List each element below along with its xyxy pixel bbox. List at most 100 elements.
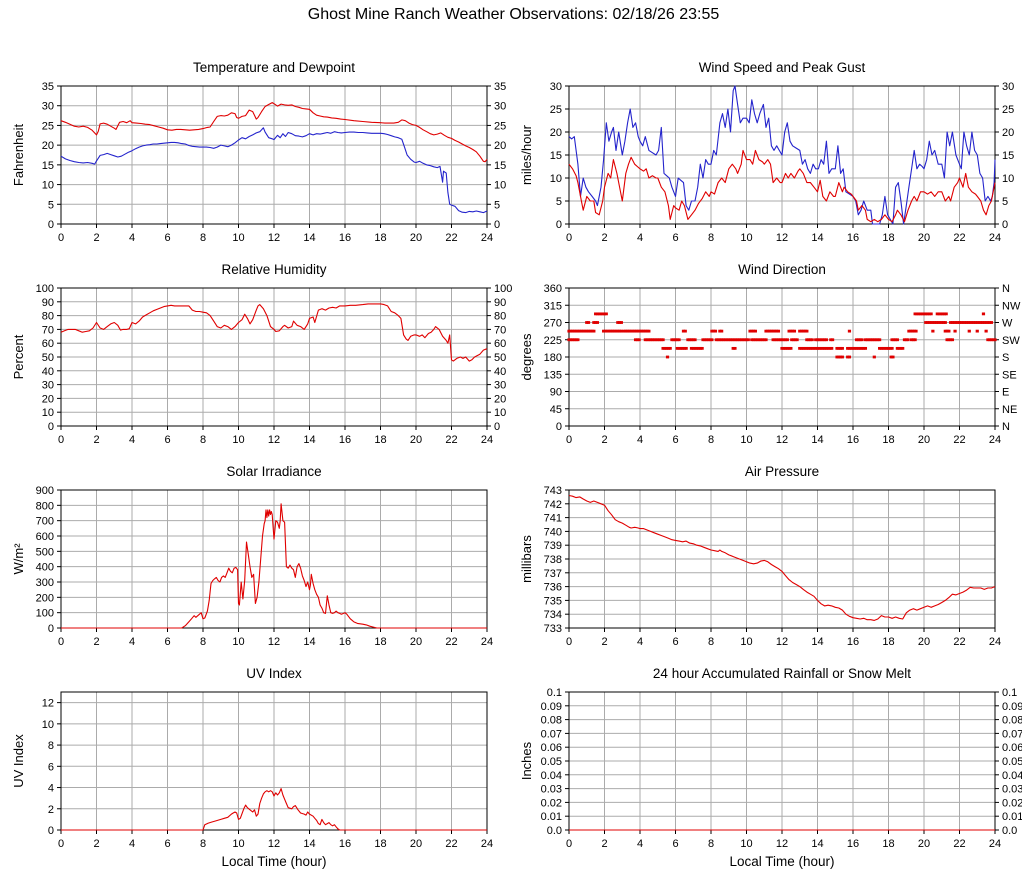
- svg-text:0.04: 0.04: [541, 770, 562, 782]
- svg-text:0.07: 0.07: [541, 728, 562, 740]
- svg-text:2: 2: [601, 434, 607, 446]
- svg-text:734: 734: [544, 609, 562, 621]
- svg-text:0: 0: [48, 421, 54, 433]
- svg-text:18: 18: [882, 232, 894, 244]
- svg-text:25: 25: [550, 104, 562, 116]
- svg-text:Temperature and Dewpoint: Temperature and Dewpoint: [193, 60, 355, 75]
- svg-text:5: 5: [48, 199, 54, 211]
- svg-text:737: 737: [544, 568, 562, 580]
- svg-text:20: 20: [410, 232, 422, 244]
- svg-text:6: 6: [672, 636, 678, 648]
- svg-text:6: 6: [672, 838, 678, 850]
- svg-text:5: 5: [1002, 196, 1008, 208]
- svg-text:0: 0: [58, 232, 64, 244]
- chart-solar-irradiance: Solar Irradiance 0 2 4 6 8 10 12 14 16 18 20 22 24 0 10…: [1, 452, 514, 668]
- svg-text:90: 90: [494, 297, 506, 309]
- svg-text:22: 22: [445, 434, 457, 446]
- svg-text:22: 22: [953, 838, 965, 850]
- svg-text:4: 4: [129, 838, 135, 850]
- svg-text:16: 16: [339, 434, 351, 446]
- svg-text:0: 0: [48, 623, 54, 635]
- svg-text:14: 14: [303, 232, 315, 244]
- svg-text:14: 14: [811, 838, 823, 850]
- svg-text:30: 30: [42, 380, 54, 392]
- svg-text:10: 10: [42, 719, 54, 731]
- svg-text:0.0: 0.0: [547, 825, 562, 837]
- svg-text:16: 16: [339, 636, 351, 648]
- svg-text:4: 4: [637, 434, 643, 446]
- svg-text:24: 24: [481, 232, 493, 244]
- svg-text:736: 736: [544, 582, 562, 594]
- svg-text:25: 25: [1002, 104, 1014, 116]
- svg-text:0.03: 0.03: [1002, 784, 1022, 796]
- svg-text:0.06: 0.06: [1002, 742, 1022, 754]
- svg-text:Solar Irradiance: Solar Irradiance: [226, 464, 321, 479]
- svg-text:24 hour Accumulated Rainfall o: 24 hour Accumulated Rainfall or Snow Mel…: [653, 666, 911, 681]
- svg-text:12: 12: [776, 232, 788, 244]
- svg-text:10: 10: [740, 232, 752, 244]
- svg-text:6: 6: [164, 838, 170, 850]
- svg-text:24: 24: [481, 636, 493, 648]
- svg-text:10: 10: [42, 407, 54, 419]
- svg-text:Relative Humidity: Relative Humidity: [221, 262, 326, 277]
- svg-text:180: 180: [544, 352, 562, 364]
- svg-text:10: 10: [1002, 173, 1014, 185]
- chart-wind-speed-and-peak-gust: Wind Speed and Peak Gust 0 2 4 6 8 10 12 14 16 18 2…: [509, 48, 1022, 264]
- svg-text:12: 12: [776, 434, 788, 446]
- svg-text:60: 60: [42, 338, 54, 350]
- svg-text:SW: SW: [1002, 335, 1020, 347]
- svg-text:100: 100: [494, 283, 512, 295]
- svg-text:735: 735: [544, 595, 562, 607]
- svg-text:739: 739: [544, 540, 562, 552]
- svg-text:60: 60: [494, 338, 506, 350]
- svg-text:2: 2: [601, 636, 607, 648]
- svg-text:18: 18: [882, 636, 894, 648]
- svg-text:16: 16: [339, 838, 351, 850]
- svg-text:S: S: [1002, 352, 1009, 364]
- svg-text:0.04: 0.04: [1002, 770, 1022, 782]
- svg-text:18: 18: [882, 838, 894, 850]
- svg-text:24: 24: [481, 838, 493, 850]
- svg-text:2: 2: [601, 838, 607, 850]
- svg-text:8: 8: [200, 434, 206, 446]
- svg-text:0.1: 0.1: [547, 687, 562, 699]
- svg-text:14: 14: [811, 232, 823, 244]
- svg-text:14: 14: [303, 838, 315, 850]
- svg-text:14: 14: [303, 434, 315, 446]
- y-axis-label: Fahrenheit: [11, 124, 26, 187]
- svg-text:10: 10: [42, 180, 54, 192]
- svg-text:24: 24: [481, 434, 493, 446]
- svg-text:0: 0: [48, 825, 54, 837]
- svg-text:740: 740: [544, 526, 562, 538]
- svg-text:UV Index: UV Index: [246, 666, 302, 681]
- svg-text:12: 12: [268, 636, 280, 648]
- svg-text:10: 10: [232, 838, 244, 850]
- svg-text:30: 30: [494, 101, 506, 113]
- svg-text:50: 50: [42, 352, 54, 364]
- svg-text:0.02: 0.02: [1002, 797, 1022, 809]
- svg-text:8: 8: [200, 232, 206, 244]
- svg-text:743: 743: [544, 485, 562, 497]
- svg-text:8: 8: [708, 838, 714, 850]
- svg-text:40: 40: [494, 366, 506, 378]
- svg-text:10: 10: [232, 434, 244, 446]
- svg-text:0.05: 0.05: [541, 756, 562, 768]
- svg-text:300: 300: [36, 577, 54, 589]
- svg-text:70: 70: [42, 324, 54, 336]
- svg-text:0: 0: [58, 838, 64, 850]
- svg-text:0.01: 0.01: [541, 811, 562, 823]
- svg-text:80: 80: [42, 311, 54, 323]
- svg-text:24: 24: [989, 232, 1001, 244]
- svg-text:Air Pressure: Air Pressure: [745, 464, 819, 479]
- svg-text:200: 200: [36, 592, 54, 604]
- svg-text:20: 20: [494, 393, 506, 405]
- svg-text:10: 10: [740, 838, 752, 850]
- svg-text:20: 20: [410, 838, 422, 850]
- svg-text:W: W: [1002, 318, 1013, 330]
- svg-text:24: 24: [989, 434, 1001, 446]
- chart-relative-humidity: Relative Humidity 0 2 4 6 8 10 12 14 16 18 20 22 24 0 0…: [1, 250, 514, 466]
- svg-text:80: 80: [494, 311, 506, 323]
